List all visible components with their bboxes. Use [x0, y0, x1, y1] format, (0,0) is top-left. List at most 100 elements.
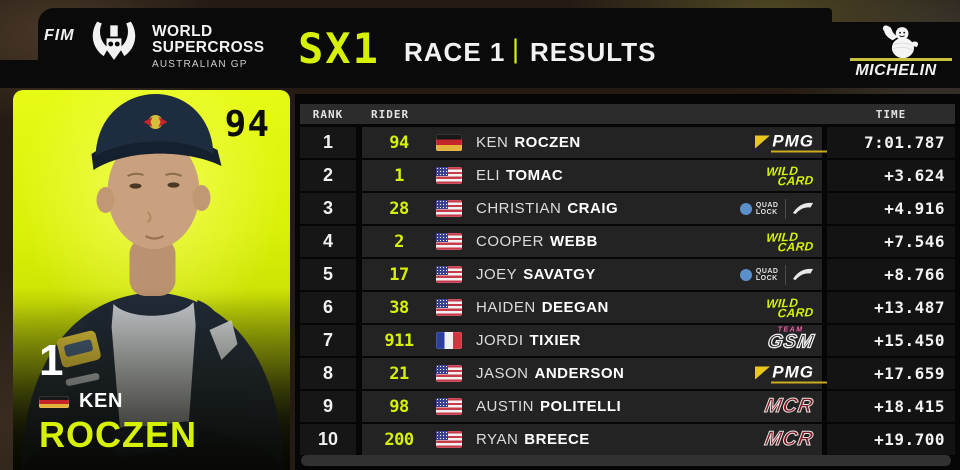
lock-label: LOCK [755, 274, 778, 282]
rider-number: 1 [394, 165, 404, 186]
pmg-underline [771, 150, 828, 152]
time-value: +4.916 [884, 199, 945, 218]
rider-last-name: TIXIER [529, 332, 581, 349]
rank-cell: 3 [300, 193, 356, 224]
table-row: 2 1 ELI TOMAC WILD CARD +3.624 [300, 160, 955, 191]
table-row: 10 200 RYAN BREECE MCR +19.700 [300, 424, 955, 455]
rider-cell: 2 COOPER WEBB WILD CARD [362, 226, 822, 257]
card-rider-info: 1 KEN ROCZEN [39, 338, 197, 455]
rank-cell: 7 [300, 325, 356, 356]
event-name: AUSTRALIAN GP [152, 59, 248, 70]
column-header-time: TIME [875, 107, 907, 121]
rider-cell: 1 ELI TOMAC WILD CARD [362, 160, 822, 191]
team-logo-slot: PMG [755, 363, 828, 383]
logo-divider [784, 198, 786, 219]
series-title: WORLD SUPERCROSS AUSTRALIAN GP [152, 24, 265, 73]
time-value: +18.415 [874, 397, 945, 416]
rider-last-name: POLITELLI [540, 398, 622, 415]
rider-number: 21 [389, 363, 409, 384]
rider-number: 2 [394, 231, 404, 252]
time-cell: +18.415 [827, 391, 955, 422]
team-logo-mcr: MCR [763, 394, 816, 417]
gsm-team-label: TEAM [777, 326, 804, 333]
team-logo-quadlock-honda: QUAD LOCK [739, 198, 814, 219]
table-row: 9 98 AUSTIN POLITELLI MCR +18.415 [300, 391, 955, 422]
rider-number: 38 [389, 297, 409, 318]
flag-us-icon [436, 398, 462, 415]
wsx-skull-logo [92, 21, 136, 60]
rank-value: 4 [322, 231, 333, 251]
rank-value: 5 [322, 264, 333, 284]
team-logo-slot: WILD CARD [766, 163, 815, 188]
rider-cell: 911 JORDI TIXIER TEAM GSM [362, 325, 822, 356]
time-cell: +7.546 [827, 226, 955, 257]
team-logo-slot: WILD CARD [765, 295, 814, 320]
table-row: 1 94 KEN ROCZEN PMG 7:01.787 [300, 127, 955, 158]
time-cell: +15.450 [827, 325, 955, 356]
rider-last-name: SAVATGY [523, 266, 596, 283]
rank-cell: 2 [300, 160, 356, 191]
column-header-rider: RIDER [371, 107, 410, 121]
table-body: 1 94 KEN ROCZEN PMG 7:01.787 2 1 ELI TOM… [300, 127, 955, 455]
rider-last-name: BREECE [524, 431, 590, 448]
flag-us-icon [436, 299, 462, 316]
team-logo-mcr: MCR [763, 427, 816, 450]
table-row: 3 28 CHRISTIAN CRAIG QUAD LOCK +4.916 [300, 193, 955, 224]
rank-value: 10 [317, 429, 339, 449]
rider-cell: 21 JASON ANDERSON PMG [362, 358, 828, 389]
table-row: 6 38 HAIDEN DEEGAN WILD CARD +13.487 [300, 292, 955, 323]
team-logo-quadlock-honda: QUAD LOCK [739, 264, 814, 285]
michelin-wordmark: MICHELIN [855, 62, 937, 79]
pmg-swoosh-icon [755, 135, 771, 148]
rider-last-name: CRAIG [567, 200, 619, 217]
quadlock-icon [739, 202, 752, 215]
team-logo-slot: QUAD LOCK [739, 198, 814, 219]
rank-cell: 1 [300, 127, 356, 158]
rider-first-name: RYAN [476, 431, 519, 448]
flag-us-icon [436, 431, 462, 448]
card-last-name: ROCZEN [39, 414, 197, 455]
rider-cell: 200 RYAN BREECE MCR [362, 424, 822, 455]
card-label: CARD [777, 238, 815, 254]
honda-wing-icon [792, 202, 814, 214]
header-bar-left-fill [0, 60, 40, 88]
rider-last-name: TOMAC [506, 167, 564, 184]
quad-label: QUAD [755, 201, 779, 209]
rank-cell: 10 [300, 424, 356, 455]
rank-cell: 9 [300, 391, 356, 422]
title-divider: | [512, 34, 520, 64]
time-value: +8.766 [884, 265, 945, 284]
time-value: 7:01.787 [863, 133, 945, 152]
wild-card-badge: WILD CARD [765, 295, 814, 320]
time-cell: +4.916 [827, 193, 955, 224]
team-logo-slot: MCR [763, 427, 816, 450]
rider-number: 911 [384, 330, 414, 351]
time-value: +15.450 [874, 331, 945, 350]
rider-cell: 28 CHRISTIAN CRAIG QUAD LOCK [362, 193, 822, 224]
class-label: SX1 [298, 24, 380, 73]
rider-cell: 17 JOEY SAVATGY QUAD LOCK [362, 259, 822, 290]
team-logo-slot: TEAM GSM [765, 326, 816, 353]
card-first-name: KEN [79, 390, 124, 412]
rider-number: 94 [389, 132, 409, 153]
rider-first-name: ELI [476, 167, 501, 184]
rider-number: 28 [389, 198, 409, 219]
rider-first-name: HAIDEN [476, 299, 536, 316]
card-label: CARD [777, 172, 815, 188]
time-value: +17.659 [874, 364, 945, 383]
rider-number: 200 [384, 429, 414, 450]
rank-cell: 4 [300, 226, 356, 257]
series-line1: WORLD [152, 23, 213, 40]
table-row: 8 21 JASON ANDERSON PMG +17.659 [300, 358, 955, 389]
time-cell: +17.659 [827, 358, 955, 389]
rider-first-name: CHRISTIAN [476, 200, 562, 217]
quadlock-icon [739, 268, 752, 281]
rider-first-name: AUSTIN [476, 398, 535, 415]
rank-value: 9 [322, 396, 333, 416]
pmg-underline [771, 381, 828, 383]
table-row: 5 17 JOEY SAVATGY QUAD LOCK +8.766 [300, 259, 955, 290]
wild-card-badge: WILD CARD [765, 229, 815, 254]
time-cell: +3.624 [827, 160, 955, 191]
rank-cell: 5 [300, 259, 356, 290]
honda-wing-icon [792, 268, 814, 280]
